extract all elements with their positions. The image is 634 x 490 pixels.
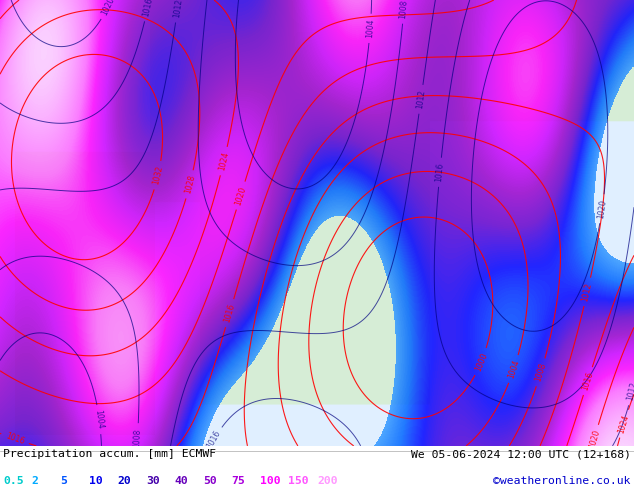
Text: 1004: 1004 bbox=[507, 359, 521, 380]
Text: 1008: 1008 bbox=[534, 362, 548, 383]
Text: 1008: 1008 bbox=[133, 428, 143, 448]
Text: 1020: 1020 bbox=[233, 185, 248, 206]
Text: 200: 200 bbox=[317, 476, 338, 486]
Text: 1024: 1024 bbox=[217, 151, 231, 171]
Text: 150: 150 bbox=[288, 476, 309, 486]
Text: 1016: 1016 bbox=[141, 0, 154, 18]
Text: 1000: 1000 bbox=[474, 351, 489, 372]
Text: 20: 20 bbox=[117, 476, 131, 486]
Text: 1016: 1016 bbox=[581, 370, 595, 392]
Text: ©weatheronline.co.uk: ©weatheronline.co.uk bbox=[493, 476, 631, 486]
Text: 1004: 1004 bbox=[365, 19, 375, 38]
Text: 1012: 1012 bbox=[626, 381, 634, 401]
Text: 1016: 1016 bbox=[223, 303, 236, 323]
Text: 2: 2 bbox=[32, 476, 39, 486]
Text: 1020: 1020 bbox=[587, 428, 601, 449]
Text: 75: 75 bbox=[231, 476, 245, 486]
Text: 1020: 1020 bbox=[100, 0, 116, 17]
Text: 1012: 1012 bbox=[581, 282, 594, 302]
Text: 1024: 1024 bbox=[617, 413, 631, 434]
Text: 40: 40 bbox=[174, 476, 188, 486]
Text: 1028: 1028 bbox=[183, 174, 197, 195]
Text: Precipitation accum. [mm] ECMWF: Precipitation accum. [mm] ECMWF bbox=[3, 449, 216, 460]
Text: 1004: 1004 bbox=[94, 409, 105, 430]
Text: 1032: 1032 bbox=[152, 165, 165, 186]
Text: 1020: 1020 bbox=[596, 198, 608, 219]
Text: 1016: 1016 bbox=[434, 162, 445, 182]
Text: 30: 30 bbox=[146, 476, 160, 486]
Text: 50: 50 bbox=[203, 476, 217, 486]
Text: 5: 5 bbox=[60, 476, 67, 486]
Text: 10: 10 bbox=[89, 476, 103, 486]
Text: 1008: 1008 bbox=[399, 0, 410, 19]
Text: 1016: 1016 bbox=[205, 429, 223, 450]
Text: 0.5: 0.5 bbox=[3, 476, 24, 486]
Text: 1012: 1012 bbox=[172, 0, 183, 18]
Text: 100: 100 bbox=[260, 476, 281, 486]
Text: 1016: 1016 bbox=[4, 431, 25, 446]
Text: 1012: 1012 bbox=[415, 89, 427, 109]
Text: We 05-06-2024 12:00 UTC (12+168): We 05-06-2024 12:00 UTC (12+168) bbox=[411, 449, 631, 460]
